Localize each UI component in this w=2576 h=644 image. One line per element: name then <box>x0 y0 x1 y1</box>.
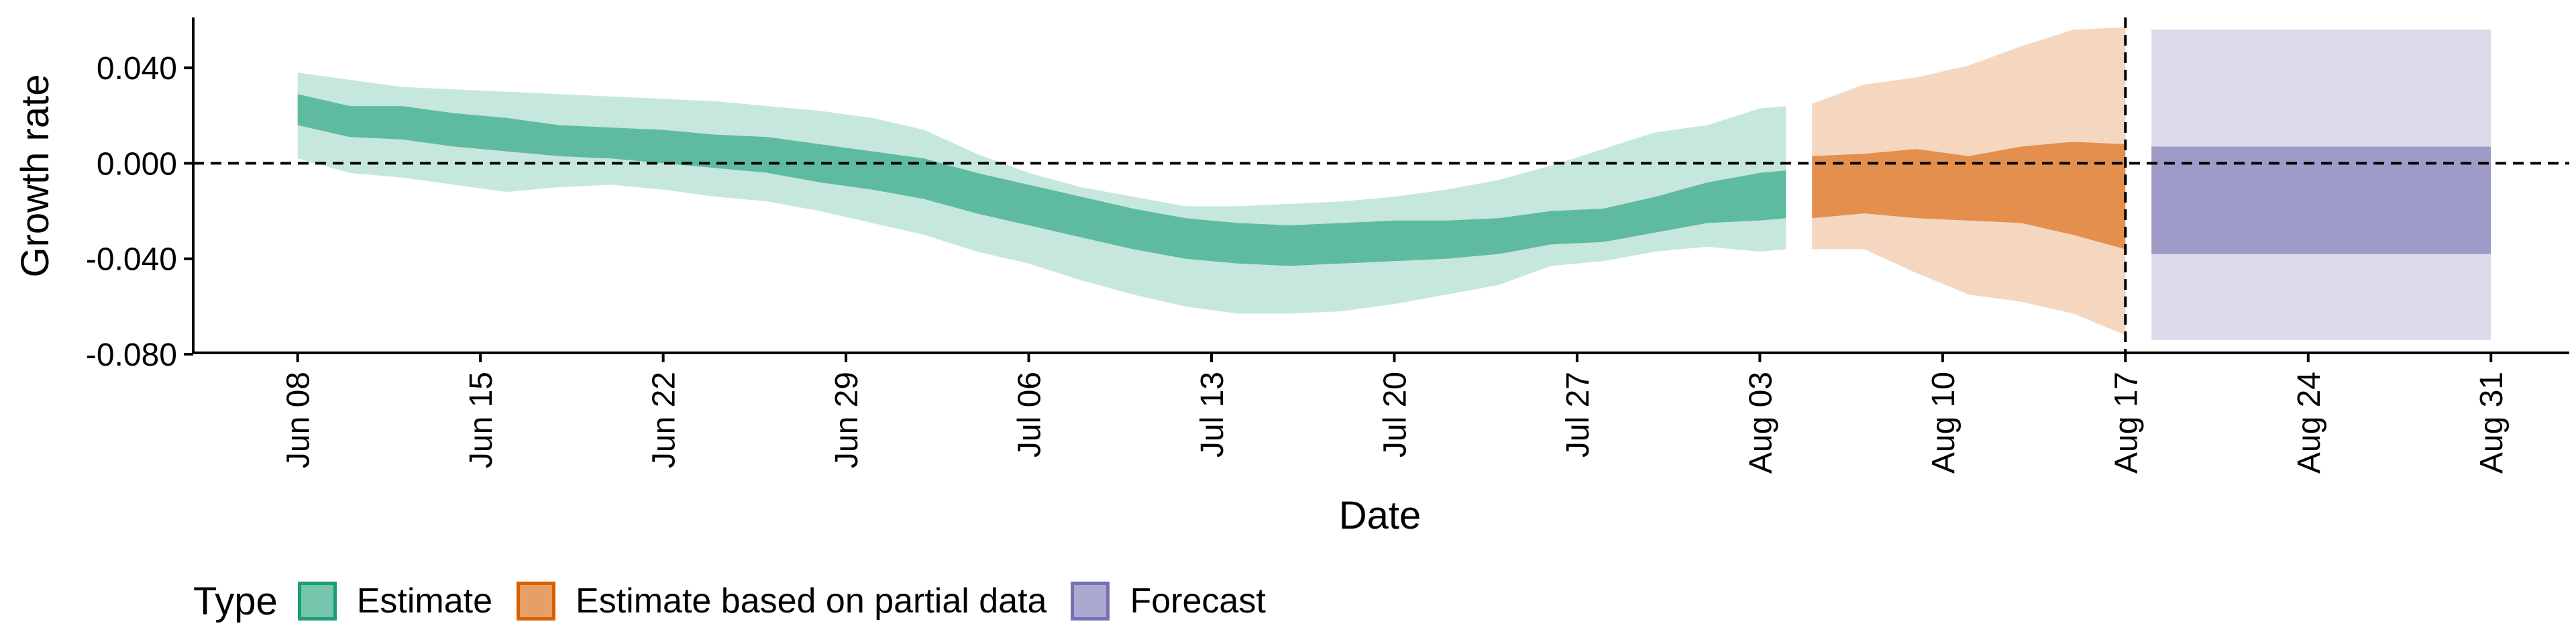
x-tick-label: Jun 22 <box>647 372 682 468</box>
legend-label: Forecast <box>1130 582 1266 621</box>
y-tick-label: 0.000 <box>97 146 177 182</box>
legend-title: Type <box>193 579 278 623</box>
x-tick-label: Jul 27 <box>1560 372 1596 458</box>
legend-swatch <box>297 582 337 621</box>
reference-lines <box>193 17 2569 353</box>
estimate-based-on-partial-data-inner-band <box>1812 142 2126 250</box>
x-tick-label: Jun 29 <box>829 372 865 468</box>
legend-label: Estimate based on partial data <box>576 582 1047 621</box>
legend-swatch <box>517 582 556 621</box>
legend-item-forecast: Forecast <box>1071 581 1266 621</box>
legend-item-partial-estimate: Estimate based on partial data <box>517 581 1046 621</box>
legend-label: Estimate <box>356 582 493 621</box>
y-axis-title: Growth rate <box>13 74 57 278</box>
chart-bands <box>297 27 2491 340</box>
x-tick-label: Jun 08 <box>281 372 317 468</box>
x-tick-label: Aug 03 <box>1743 372 1778 474</box>
y-tick-label: 0.040 <box>97 51 177 87</box>
x-tick-label: Aug 17 <box>2108 372 2144 474</box>
estimate-inner-band <box>297 94 1786 266</box>
chart-ticks: 0.040 0.000 -0.040 -0.080 Jun 08 Jun 15 Jun 22… <box>86 51 2510 474</box>
x-tick-label: Aug 31 <box>2474 372 2510 474</box>
x-tick-label: Aug 24 <box>2292 372 2327 474</box>
legend-swatch <box>1071 582 1110 621</box>
chart-legend: Type Estimate Estimate based on partial … <box>193 574 1290 628</box>
y-tick-label: -0.080 <box>86 337 177 373</box>
y-tick-label: -0.040 <box>86 242 177 278</box>
x-tick-label: Jul 06 <box>1012 372 1048 458</box>
x-tick-label: Aug 10 <box>1926 372 1962 474</box>
x-axis-title: Date <box>1339 494 1421 537</box>
x-tick-label: Jul 20 <box>1378 372 1413 458</box>
chart-axes <box>192 17 2569 354</box>
forecast-inner-band <box>2151 146 2491 254</box>
x-tick-label: Jul 13 <box>1195 372 1230 458</box>
legend-item-estimate: Estimate <box>297 581 493 621</box>
x-tick-label: Jun 15 <box>464 372 499 468</box>
